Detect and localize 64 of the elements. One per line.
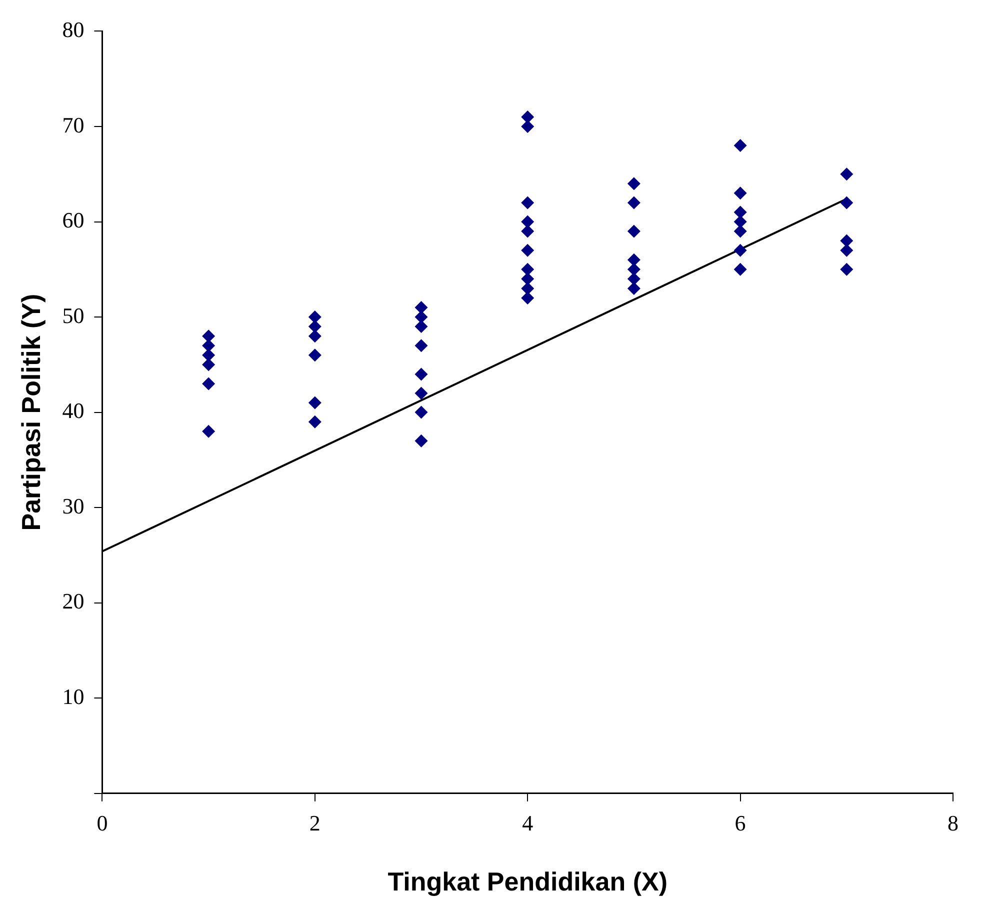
- x-tick-label: 8: [948, 810, 958, 836]
- point: [627, 262, 640, 276]
- point: [202, 330, 216, 343]
- point: [521, 224, 534, 238]
- point: [627, 196, 640, 210]
- point: [840, 196, 854, 210]
- point: [308, 320, 322, 334]
- point: [627, 272, 640, 286]
- point: [414, 368, 428, 381]
- point: [414, 339, 428, 352]
- y-tick-label: 10: [62, 684, 84, 709]
- point: [414, 386, 428, 400]
- y-tick-label: 20: [62, 588, 84, 614]
- point: [627, 224, 640, 238]
- point: [840, 244, 854, 257]
- point: [202, 348, 216, 362]
- x-tick-label: 0: [96, 810, 108, 836]
- point: [308, 310, 322, 324]
- point: [414, 434, 428, 448]
- point: [521, 282, 534, 295]
- point: [734, 244, 747, 257]
- y-tick-label: 60: [62, 208, 84, 233]
- point: [202, 339, 216, 352]
- point: [414, 301, 428, 314]
- point: [734, 139, 747, 152]
- point: [521, 120, 534, 133]
- point: [734, 224, 747, 238]
- point: [521, 262, 534, 276]
- point: [521, 244, 534, 257]
- point: [521, 291, 534, 304]
- point: [627, 177, 640, 190]
- point: [521, 196, 534, 210]
- point: [202, 377, 216, 390]
- point: [414, 320, 428, 334]
- point: [308, 396, 322, 410]
- point: [308, 415, 322, 428]
- point: [521, 215, 534, 228]
- point: [308, 330, 322, 343]
- y-tick-label: 80: [62, 16, 84, 42]
- x-tick-label: 2: [309, 810, 320, 836]
- point: [840, 168, 854, 181]
- point: [521, 272, 534, 286]
- y-tick-label: 30: [62, 493, 84, 518]
- point: [202, 424, 216, 438]
- y-tick-label: 70: [62, 112, 84, 138]
- point: [627, 282, 640, 295]
- point: [308, 348, 322, 362]
- point: [521, 110, 534, 124]
- y-tick-label: 40: [62, 398, 84, 424]
- x-tick-label: 4: [522, 810, 534, 836]
- point: [414, 310, 428, 324]
- x-tick-label: 6: [734, 810, 746, 836]
- y-axis-title: Partipasi Politik (Y): [16, 294, 46, 531]
- y-tick-label: 50: [62, 302, 84, 328]
- point: [734, 215, 747, 228]
- point: [414, 406, 428, 419]
- point: [840, 262, 854, 276]
- point: [202, 358, 216, 372]
- point: [627, 253, 640, 266]
- point: [734, 262, 747, 276]
- point: [734, 186, 747, 200]
- point: [734, 206, 747, 219]
- x-axis-title: Tingkat Pendidikan (X): [388, 866, 668, 897]
- point: [840, 234, 854, 248]
